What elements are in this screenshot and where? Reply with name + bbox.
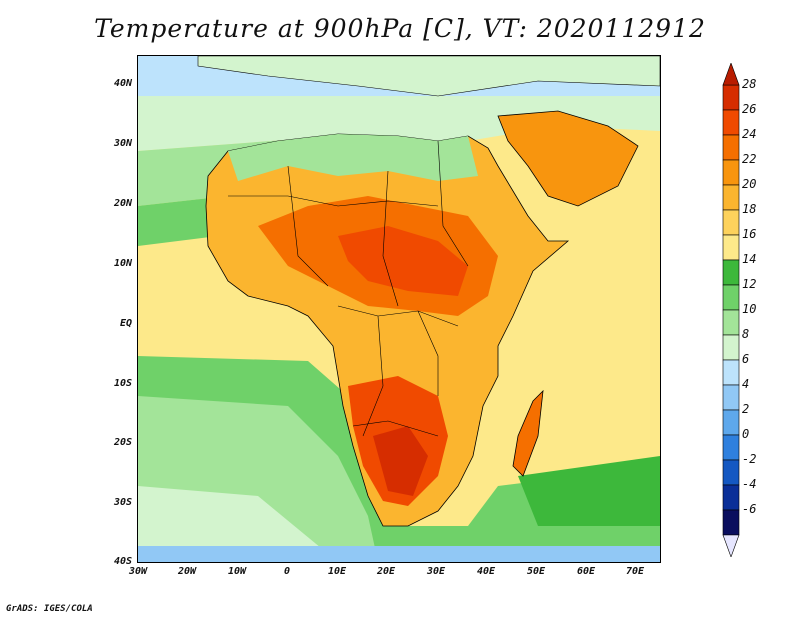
lat-label-10s: 10S [113, 378, 132, 389]
colorbar-label: 2 [742, 402, 750, 416]
lon-label-30e: 30E [426, 566, 446, 577]
europe-coast [197, 56, 660, 97]
lat-label-40s: 40S [113, 556, 132, 567]
central-hot [338, 226, 468, 296]
lon-label-30w: 30W [128, 566, 148, 577]
colorbar-cell [722, 84, 740, 111]
colorbar-label: 18 [742, 202, 757, 216]
colorbar-cell [722, 234, 740, 261]
map-title: Temperature at 900hPa [C], VT: 202011291… [94, 14, 706, 43]
lat-label-20n: 20N [113, 198, 132, 209]
indian-ocean-green [518, 456, 660, 526]
colorbar-cell [722, 434, 740, 461]
arabian-peninsula [497, 110, 639, 207]
colorbar-cell [722, 334, 740, 361]
colorbar-cell [722, 184, 740, 211]
country-borders [228, 140, 469, 437]
grads-credit: GrADS: IGES/COLA [6, 604, 93, 614]
colorbar-label: -4 [742, 477, 757, 491]
lon-label-20w: 20W [177, 566, 197, 577]
colorbar-bottom-arrow [722, 534, 740, 557]
colorbar-label: 6 [742, 352, 750, 366]
lon-label-20e: 20E [376, 566, 396, 577]
colorbar-label: 28 [742, 77, 757, 91]
colorbar-label: 24 [742, 127, 757, 141]
colorbar-label: 26 [742, 102, 757, 116]
kalahari-hottest [373, 426, 428, 496]
lon-label-50e: 50E [526, 566, 546, 577]
colorbar-cell [722, 359, 740, 386]
colorbar-label: 16 [742, 227, 757, 241]
south-pale-band [138, 486, 338, 562]
lat-label-30n: 30N [113, 138, 132, 149]
colorbar-cell [722, 284, 740, 311]
colorbar-cell [722, 209, 740, 236]
lon-label-60e: 60E [576, 566, 596, 577]
colorbar-cell [722, 134, 740, 161]
colorbar-cell [722, 109, 740, 136]
lon-label-10e: 10E [327, 566, 347, 577]
mediterranean-band [138, 96, 660, 151]
south-blue-band [138, 546, 660, 562]
lon-label-40e: 40E [476, 566, 496, 577]
madagascar [512, 389, 544, 477]
colorbar-cell [722, 309, 740, 336]
lon-label-0: 0 [283, 566, 291, 577]
colorbar-label: 8 [742, 327, 750, 341]
map-canvas [138, 56, 660, 562]
colorbar-cell [722, 159, 740, 186]
colorbar-cell [722, 384, 740, 411]
colorbar-cell [722, 259, 740, 286]
colorbar-label: 12 [742, 277, 757, 291]
lon-label-10w: 10W [227, 566, 247, 577]
colorbar-label: 22 [742, 152, 757, 166]
lat-label-30s: 30S [113, 497, 132, 508]
colorbar-label: 14 [742, 252, 757, 266]
temperature-map [137, 55, 661, 563]
colorbar-label: 4 [742, 377, 750, 391]
colorbar-label: -6 [742, 502, 757, 516]
colorbar-label: 10 [742, 302, 757, 316]
lat-label-10n: 10N [113, 258, 132, 269]
colorbar-cell [722, 509, 740, 536]
colorbar-label: 20 [742, 177, 757, 191]
colorbar-cell [722, 459, 740, 486]
colorbar [722, 63, 740, 557]
lat-label-eq: EQ [119, 318, 132, 329]
lon-label-70e: 70E [625, 566, 645, 577]
north-africa-mild [228, 134, 478, 181]
colorbar-cell [722, 484, 740, 511]
colorbar-top-arrow [722, 63, 740, 86]
colorbar-cells [722, 84, 740, 536]
colorbar-label: 0 [742, 427, 750, 441]
lat-label-40n: 40N [113, 78, 132, 89]
lat-label-20s: 20S [113, 437, 132, 448]
colorbar-cell [722, 409, 740, 436]
colorbar-label: -2 [742, 452, 757, 466]
